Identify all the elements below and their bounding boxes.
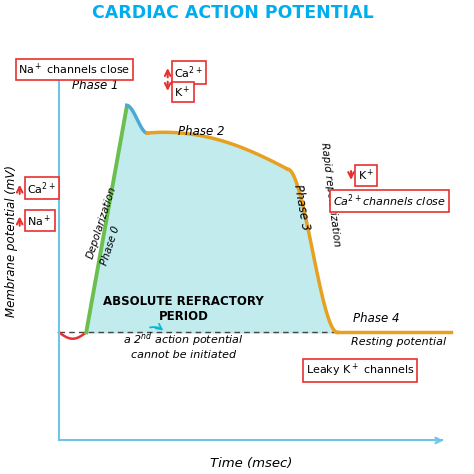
Text: Leaky K$^+$ channels: Leaky K$^+$ channels <box>306 362 414 379</box>
Text: Phase 1: Phase 1 <box>72 80 118 92</box>
Text: Na$^+$: Na$^+$ <box>27 213 52 228</box>
Text: Ca$^{2+}$channels close: Ca$^{2+}$channels close <box>333 192 446 209</box>
Text: Phase 4: Phase 4 <box>353 312 400 325</box>
Text: Phase 3: Phase 3 <box>291 183 312 231</box>
Text: Na$^+$ channels close: Na$^+$ channels close <box>18 62 130 77</box>
Text: Phase 2: Phase 2 <box>178 125 225 138</box>
Text: Time (msec): Time (msec) <box>210 457 292 470</box>
Text: Phase 0: Phase 0 <box>99 225 121 266</box>
Text: a 2$^{nd}$ action potential
cannot be initiated: a 2$^{nd}$ action potential cannot be in… <box>123 330 244 360</box>
Text: Ca$^{2+}$: Ca$^{2+}$ <box>27 180 56 197</box>
Text: Membrane potential (mV): Membrane potential (mV) <box>5 165 18 317</box>
Text: Rapid repolarization: Rapid repolarization <box>319 142 342 247</box>
Text: K$^+$: K$^+$ <box>358 168 374 183</box>
Title: CARDIAC ACTION POTENTIAL: CARDIAC ACTION POTENTIAL <box>92 4 374 22</box>
Text: K$^+$: K$^+$ <box>174 84 191 100</box>
Text: Depolarization: Depolarization <box>85 185 118 260</box>
Text: ABSOLUTE REFRACTORY
PERIOD: ABSOLUTE REFRACTORY PERIOD <box>103 295 264 323</box>
Text: Resting potential: Resting potential <box>351 337 446 347</box>
Text: Ca$^{2+}$: Ca$^{2+}$ <box>174 64 203 81</box>
